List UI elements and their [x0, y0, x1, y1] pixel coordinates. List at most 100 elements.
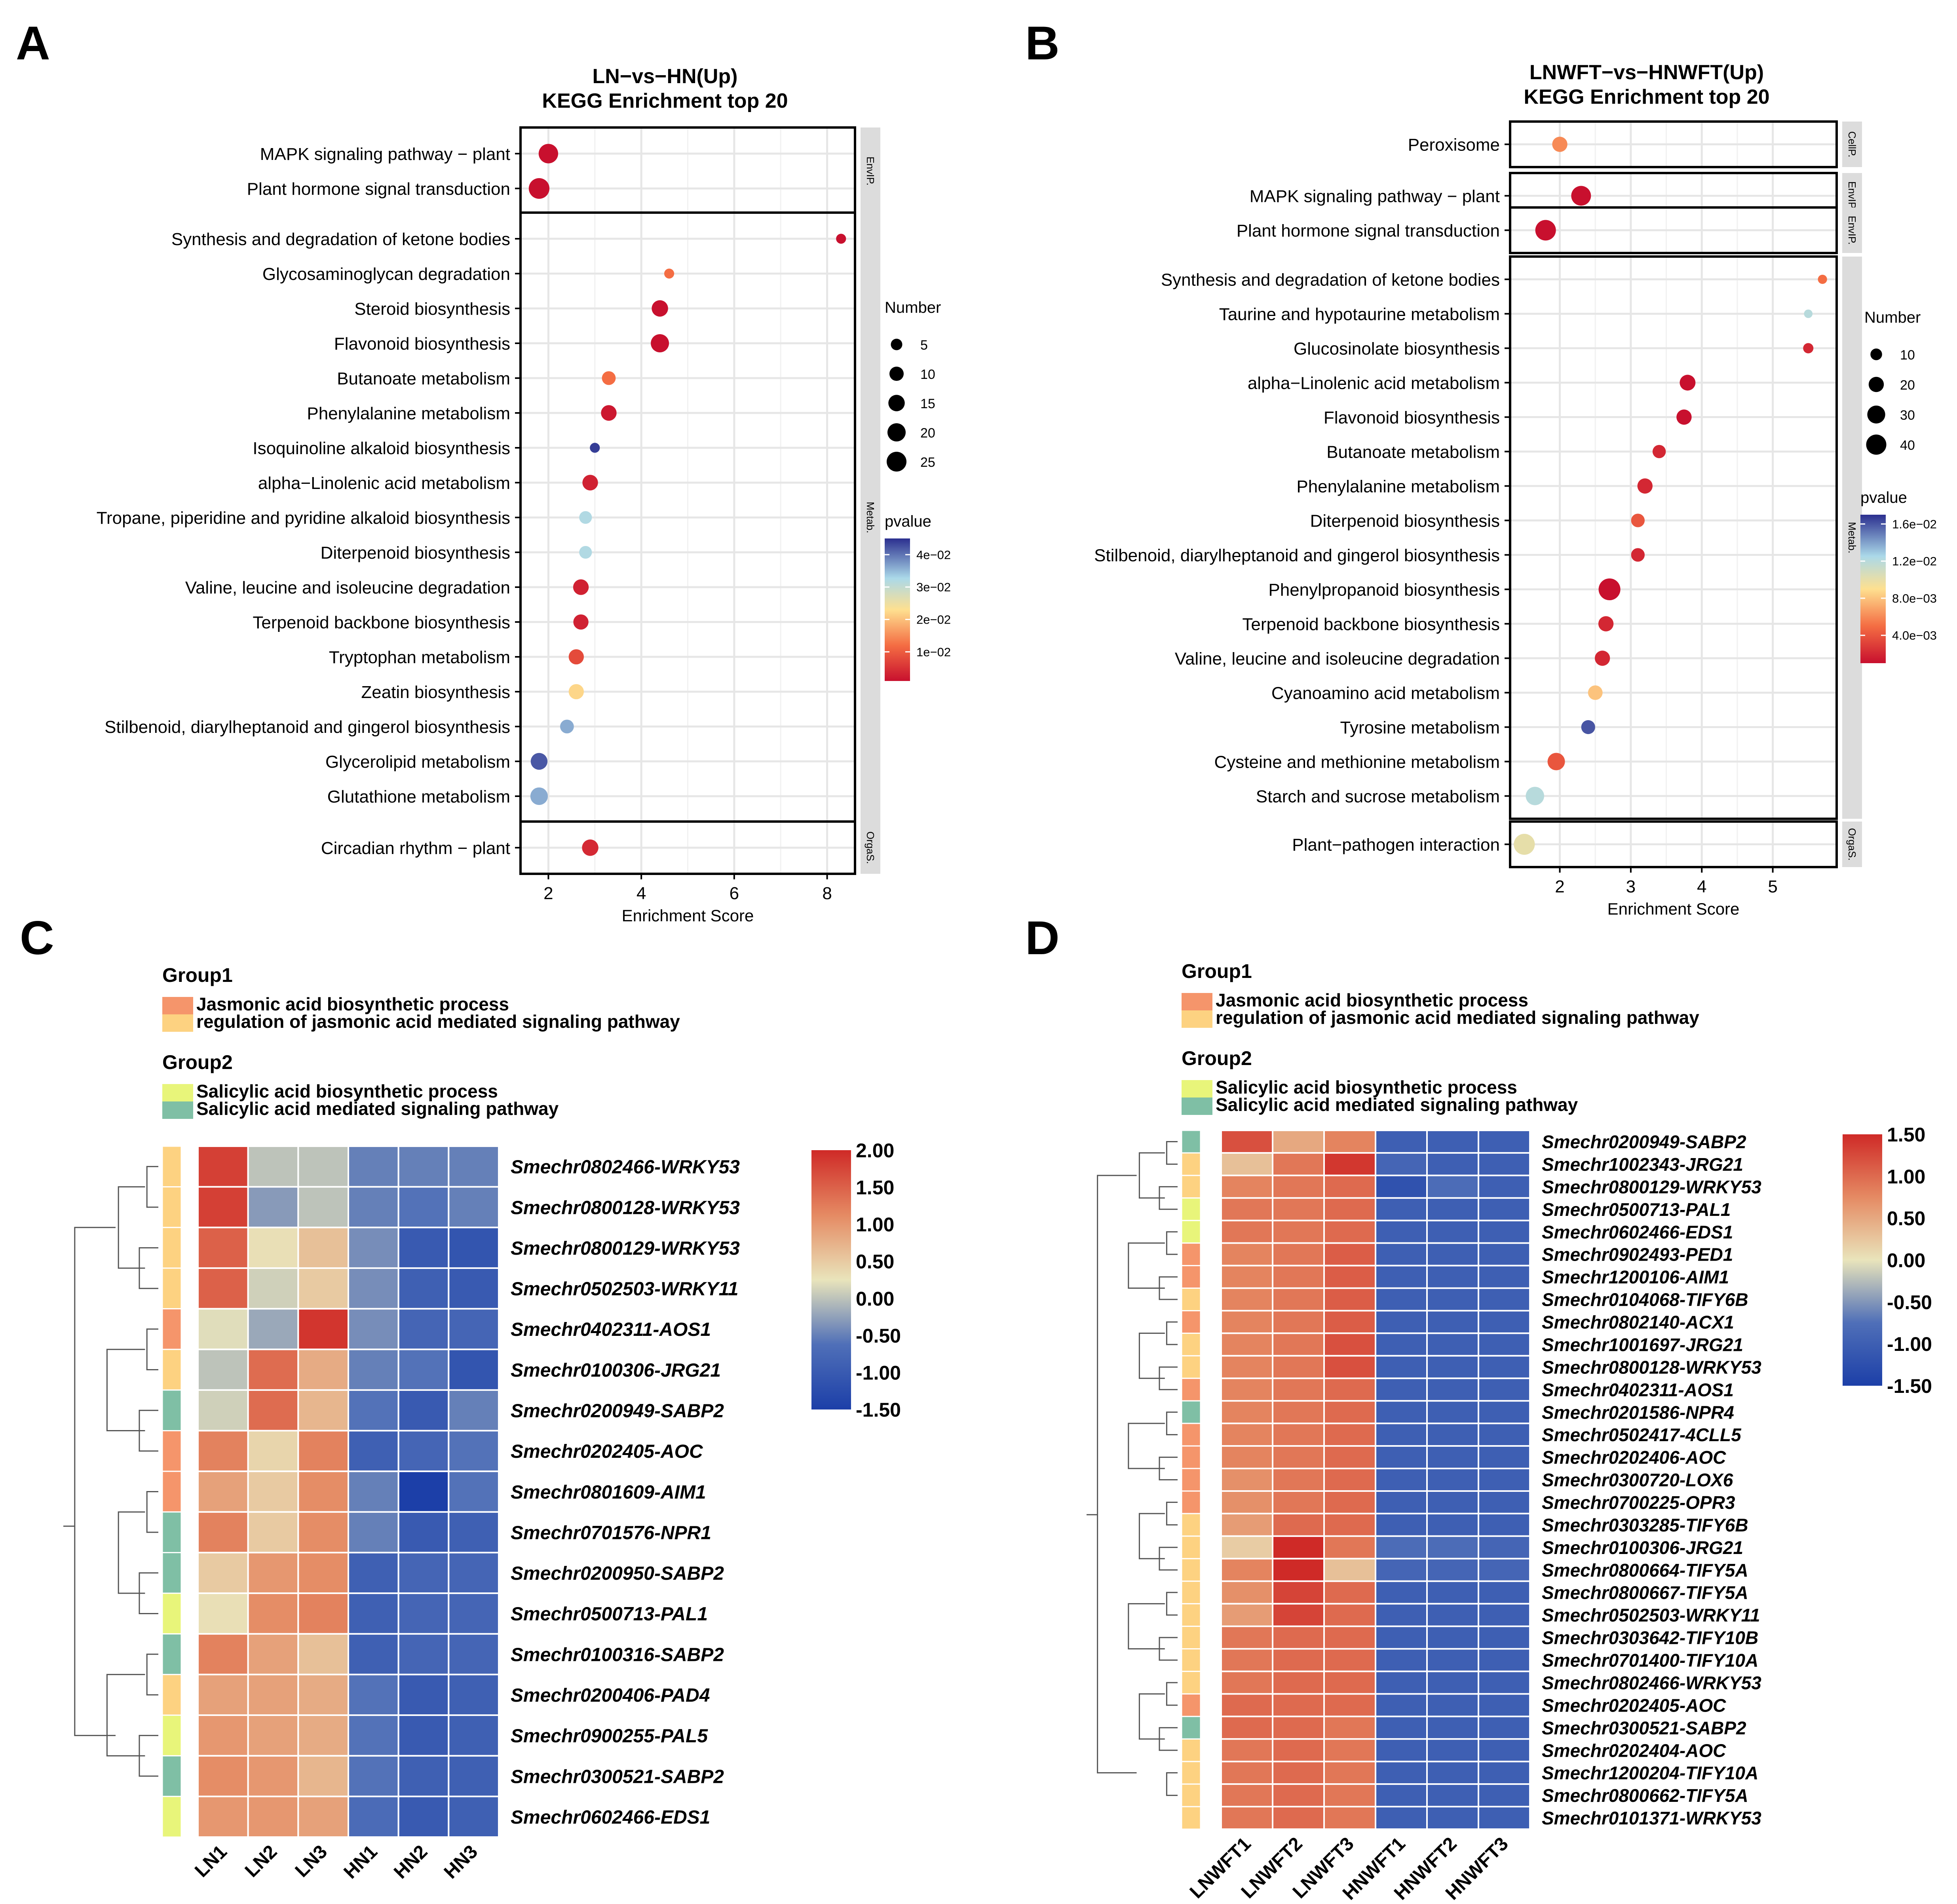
size-legend-label: 30 [1900, 408, 1915, 423]
heatmap-cell [1426, 1648, 1479, 1672]
column-label: LN2 [241, 1841, 281, 1881]
heatmap-cell [1478, 1468, 1531, 1492]
heatmap-cell [1375, 1625, 1428, 1650]
panel-label-a: A [16, 17, 50, 70]
size-legend-label: 10 [920, 367, 935, 382]
heatmap-cell [1375, 1603, 1428, 1627]
heatmap-cell [1220, 1265, 1273, 1289]
row-label: Smechr0100306-JRG21 [511, 1360, 721, 1381]
row-label: Smechr0801609-AIM1 [511, 1482, 706, 1503]
size-legend-label: 15 [920, 396, 935, 411]
heatmap-cell [448, 1796, 500, 1838]
heatmap-cell [1426, 1693, 1479, 1718]
heatmap-cell [1272, 1603, 1325, 1627]
heatmap-cell [1426, 1670, 1479, 1695]
heatmap-cell [1220, 1512, 1273, 1537]
heatmap-cell [1323, 1174, 1376, 1199]
heatmap-cell [1272, 1423, 1325, 1447]
colorbar-tick-label: 0.50 [1887, 1208, 1925, 1230]
row-group-bar [1181, 1130, 1201, 1154]
row-group-bar [1181, 1197, 1201, 1221]
group1-swatch [1182, 993, 1212, 1010]
heatmap-cell [1426, 1558, 1479, 1582]
heatmap-cell [348, 1186, 399, 1229]
data-point [1676, 409, 1692, 425]
heatmap-cell [297, 1714, 349, 1757]
data-point [568, 684, 584, 700]
heatmap-cell [1272, 1219, 1325, 1244]
heatmap-cell [1220, 1806, 1273, 1830]
heatmap-cell [1220, 1197, 1273, 1221]
heatmap-cell [1220, 1174, 1273, 1199]
heatmap-cell [348, 1511, 399, 1554]
heatmap-cell [1272, 1332, 1325, 1357]
row-group-bar [1181, 1468, 1201, 1492]
heatmap-cell [1478, 1648, 1531, 1672]
heatmap-cell [197, 1349, 249, 1391]
data-point [652, 300, 668, 317]
heatmap-cell [297, 1674, 349, 1716]
colorbar-tick-label: -1.50 [856, 1399, 901, 1421]
heatmap-cell [1478, 1310, 1531, 1334]
heatmap-cell [1426, 1287, 1479, 1312]
colorbar-tick-label: 2.00 [856, 1139, 894, 1162]
heatmap-cell [1272, 1761, 1325, 1785]
heatmap-cell [1272, 1265, 1325, 1289]
colorbar-tick-label: 4.0e−03 [1892, 629, 1937, 643]
heatmap-cell [1426, 1445, 1479, 1470]
heatmap-cell [1272, 1738, 1325, 1763]
heatmap-cell [1426, 1152, 1479, 1176]
panel-label-d: D [1025, 911, 1060, 964]
heatmap-cell [448, 1267, 500, 1310]
heatmap-cell [1220, 1761, 1273, 1785]
heatmap-cell [197, 1633, 249, 1676]
row-group-bar [1181, 1783, 1201, 1807]
heatmap-cell [397, 1592, 450, 1635]
heatmap-cell [1272, 1648, 1325, 1672]
group1-swatch [1182, 1010, 1212, 1028]
heatmap-cell [247, 1633, 299, 1676]
heatmap-cell [1323, 1670, 1376, 1695]
term-label: Flavonoid biosynthesis [1324, 408, 1500, 428]
heatmap-cell [247, 1592, 299, 1635]
heatmap-cell [348, 1470, 399, 1513]
heatmap-cell [197, 1267, 249, 1310]
term-label: Glucosinolate biosynthesis [1294, 339, 1500, 359]
row-label: Smechr1002343-JRG21 [1542, 1154, 1743, 1175]
heatmap-cell [1478, 1174, 1531, 1199]
size-legend-label: 10 [1900, 348, 1915, 363]
size-legend-label: 20 [920, 426, 935, 441]
data-point [1598, 578, 1621, 601]
facet-border [1509, 206, 1838, 254]
data-point [1514, 833, 1535, 855]
colorbar-tick-label: 1.00 [1887, 1166, 1925, 1188]
term-label: Terpenoid backbone biosynthesis [1242, 615, 1500, 634]
heatmap-cell [1426, 1738, 1479, 1763]
heatmap-colorbar [811, 1150, 851, 1409]
heatmap-cell [1323, 1738, 1376, 1763]
size-legend-dot [891, 339, 902, 350]
heatmap-cell [1478, 1558, 1531, 1582]
heatmap-cell [1323, 1693, 1376, 1718]
heatmap-cell [448, 1349, 500, 1391]
heatmap-cell [448, 1470, 500, 1513]
heatmap-cell [1375, 1400, 1428, 1425]
row-group-bar [162, 1552, 182, 1594]
heatmap-cell [297, 1186, 349, 1229]
row-group-bar [1181, 1152, 1201, 1176]
heatmap-cell [1375, 1738, 1428, 1763]
heatmap-cell [397, 1227, 450, 1269]
row-group-bar [1181, 1558, 1201, 1582]
heatmap-cell [1426, 1355, 1479, 1379]
term-label: MAPK signaling pathway − plant [1250, 187, 1500, 206]
row-label: Smechr0602466-EDS1 [511, 1807, 710, 1828]
chart-title: LN−vs−HN(Up) [593, 65, 738, 88]
data-point [582, 839, 598, 856]
heatmap-cell [1272, 1377, 1325, 1402]
size-legend-label: 25 [920, 455, 935, 470]
heatmap-cell [1478, 1377, 1531, 1402]
heatmap-cell [1323, 1558, 1376, 1582]
row-group-bar [1181, 1175, 1201, 1199]
data-point [1552, 137, 1568, 152]
row-group-bar [162, 1511, 182, 1553]
